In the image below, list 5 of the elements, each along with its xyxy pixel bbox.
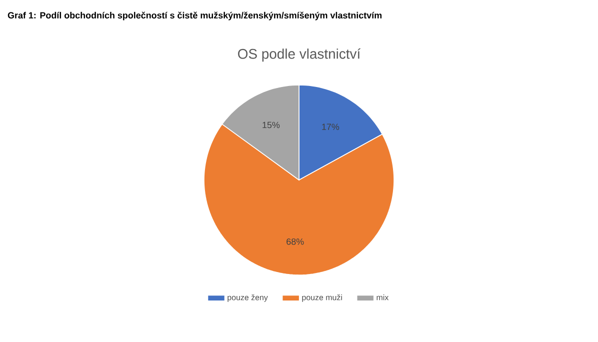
chart-title: Graf 1: Podíl obchodních společností s čistě mužským/ženským/smíšeným vlastnictvím xyxy=(8,12,382,20)
chart-subtitle: OS podle vlastnictví xyxy=(238,48,361,62)
data-label: 68% xyxy=(286,238,304,245)
data-label: 15% xyxy=(262,122,280,128)
data-label: 17% xyxy=(322,124,340,130)
